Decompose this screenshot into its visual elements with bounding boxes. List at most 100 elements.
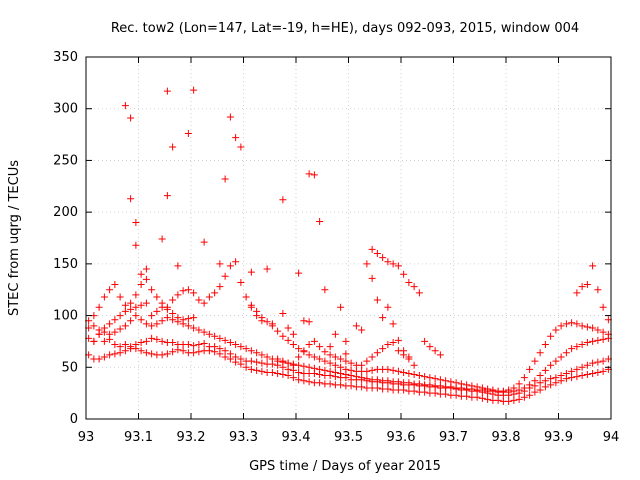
data-point — [116, 312, 124, 320]
data-point — [484, 385, 492, 393]
data-point — [116, 325, 124, 333]
data-point — [447, 378, 455, 386]
data-point — [389, 320, 397, 328]
data-point — [389, 260, 397, 268]
data-point — [410, 283, 418, 291]
data-point — [169, 348, 177, 356]
data-point — [289, 374, 297, 382]
data-point — [211, 348, 219, 356]
data-point — [316, 355, 324, 363]
data-point — [90, 322, 98, 330]
data-point — [284, 324, 292, 332]
grid — [86, 57, 611, 419]
data-point — [358, 361, 366, 369]
data-point — [394, 336, 402, 344]
data-point — [158, 337, 166, 345]
data-point — [253, 349, 261, 357]
data-point — [137, 301, 145, 309]
data-point — [153, 307, 161, 315]
data-point — [300, 347, 308, 355]
data-point — [384, 341, 392, 349]
data-point — [557, 353, 565, 361]
data-point — [384, 365, 392, 373]
data-point — [363, 260, 371, 268]
data-point — [226, 355, 234, 363]
data-point — [158, 303, 166, 311]
data-point — [557, 322, 565, 330]
data-point — [127, 299, 135, 307]
data-point — [127, 195, 135, 203]
data-point — [347, 359, 355, 367]
data-point — [352, 322, 360, 330]
data-point — [226, 262, 234, 270]
data-point — [431, 389, 439, 397]
data-point — [526, 365, 534, 373]
data-point — [153, 320, 161, 328]
data-point — [347, 366, 355, 374]
data-point — [526, 381, 534, 389]
data-point — [279, 310, 287, 318]
data-point — [337, 303, 345, 311]
data-point — [190, 324, 198, 332]
data-point — [589, 324, 597, 332]
data-point — [316, 217, 324, 225]
data-point — [536, 386, 544, 394]
data-point — [179, 287, 187, 295]
data-point — [373, 384, 381, 392]
data-point — [379, 345, 387, 353]
data-point — [95, 330, 103, 338]
data-point — [562, 320, 570, 328]
data-point — [536, 379, 544, 387]
data-point — [258, 351, 266, 359]
data-point — [384, 258, 392, 266]
data-point — [169, 310, 177, 318]
data-point — [363, 375, 371, 383]
data-point — [541, 366, 549, 374]
data-point — [442, 390, 450, 398]
data-point — [573, 373, 581, 381]
data-point — [394, 378, 402, 386]
x-axis-label: GPS time / Days of year 2015 — [249, 459, 441, 474]
data-point — [142, 265, 150, 273]
data-point — [158, 317, 166, 325]
data-point — [106, 330, 114, 338]
x-tick-label: 93.9 — [544, 430, 573, 445]
data-point — [568, 319, 576, 327]
data-point — [200, 339, 208, 347]
x-tick-label: 93.6 — [387, 430, 416, 445]
data-point — [247, 365, 255, 373]
data-point — [547, 375, 555, 383]
data-point — [331, 353, 339, 361]
y-tick-label: 0 — [70, 412, 78, 427]
data-point — [121, 301, 129, 309]
data-point — [583, 371, 591, 379]
data-point — [405, 369, 413, 377]
data-point — [184, 315, 192, 323]
data-point — [421, 388, 429, 396]
data-point — [158, 235, 166, 243]
data-point — [358, 383, 366, 391]
x-tick-label: 93.5 — [334, 430, 363, 445]
data-point — [295, 269, 303, 277]
data-point — [116, 293, 124, 301]
data-point — [190, 349, 198, 357]
data-point — [211, 289, 219, 297]
data-point — [326, 351, 334, 359]
data-point — [221, 175, 229, 183]
data-point — [279, 371, 287, 379]
data-point — [478, 384, 486, 392]
data-point — [142, 275, 150, 283]
data-point — [242, 363, 250, 371]
y-tick-label: 50 — [61, 360, 78, 375]
x-tick-label: 93.4 — [282, 430, 311, 445]
data-point — [163, 192, 171, 200]
data-point — [174, 346, 182, 354]
data-point — [174, 262, 182, 270]
data-point — [190, 342, 198, 350]
data-point — [316, 365, 324, 373]
data-point — [599, 335, 607, 343]
data-point — [169, 338, 177, 346]
data-point — [578, 372, 586, 380]
data-point — [589, 337, 597, 345]
data-point — [121, 341, 129, 349]
